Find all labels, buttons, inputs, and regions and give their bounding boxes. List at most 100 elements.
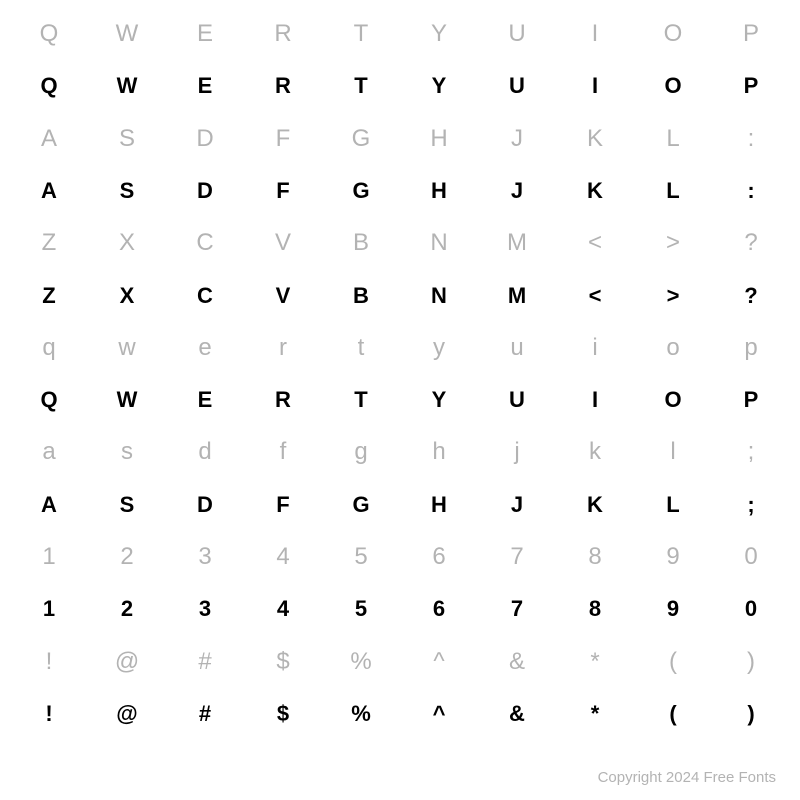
glyph-cell: S <box>88 113 166 165</box>
glyph-cell: 0 <box>712 531 790 583</box>
glyph-cell: < <box>556 217 634 269</box>
glyph-cell: C <box>166 269 244 321</box>
glyph-cell: $ <box>244 635 322 687</box>
glyph-cell: 5 <box>322 531 400 583</box>
glyph-cell: Y <box>400 374 478 426</box>
glyph-cell: 4 <box>244 583 322 635</box>
glyph-cell: U <box>478 8 556 60</box>
glyph-cell: X <box>88 269 166 321</box>
glyph-cell: F <box>244 113 322 165</box>
glyph-cell: 2 <box>88 583 166 635</box>
glyph-cell: 1 <box>10 583 88 635</box>
glyph-cell: > <box>634 269 712 321</box>
glyph-cell: N <box>400 217 478 269</box>
glyph-cell: % <box>322 688 400 740</box>
glyph-cell: > <box>634 217 712 269</box>
glyph-cell: 8 <box>556 583 634 635</box>
glyph-cell: Z <box>10 269 88 321</box>
glyph-cell: E <box>166 60 244 112</box>
glyph-cell: g <box>322 426 400 478</box>
glyph-cell: 1 <box>10 531 88 583</box>
glyph-cell: ; <box>712 479 790 531</box>
glyph-cell: ^ <box>400 688 478 740</box>
glyph-cell: u <box>478 322 556 374</box>
glyph-cell: G <box>322 165 400 217</box>
glyph-cell: U <box>478 60 556 112</box>
glyph-cell: o <box>634 322 712 374</box>
glyph-cell: @ <box>88 635 166 687</box>
glyph-cell: 9 <box>634 583 712 635</box>
glyph-cell: ( <box>634 688 712 740</box>
glyph-cell: ? <box>712 217 790 269</box>
glyph-cell: # <box>166 688 244 740</box>
glyph-cell: V <box>244 269 322 321</box>
glyph-cell: G <box>322 113 400 165</box>
glyph-cell: 3 <box>166 531 244 583</box>
glyph-cell: C <box>166 217 244 269</box>
glyph-cell: X <box>88 217 166 269</box>
glyph-cell: & <box>478 688 556 740</box>
glyph-cell: Q <box>10 374 88 426</box>
glyph-cell: K <box>556 113 634 165</box>
glyph-cell: Q <box>10 8 88 60</box>
glyph-cell: A <box>10 479 88 531</box>
glyph-cell: J <box>478 113 556 165</box>
glyph-cell: 6 <box>400 531 478 583</box>
glyph-cell: Q <box>10 60 88 112</box>
glyph-cell: ! <box>10 688 88 740</box>
glyph-cell: K <box>556 165 634 217</box>
glyph-cell: 9 <box>634 531 712 583</box>
glyph-cell: P <box>712 374 790 426</box>
glyph-cell: E <box>166 374 244 426</box>
glyph-cell: r <box>244 322 322 374</box>
glyph-cell: ) <box>712 688 790 740</box>
glyph-cell: R <box>244 60 322 112</box>
glyph-cell: W <box>88 60 166 112</box>
glyph-cell: j <box>478 426 556 478</box>
glyph-cell: P <box>712 60 790 112</box>
glyph-cell: W <box>88 374 166 426</box>
glyph-cell: W <box>88 8 166 60</box>
glyph-cell: l <box>634 426 712 478</box>
glyph-cell: a <box>10 426 88 478</box>
glyph-cell: 6 <box>400 583 478 635</box>
glyph-cell: y <box>400 322 478 374</box>
glyph-cell: U <box>478 374 556 426</box>
glyph-cell: K <box>556 479 634 531</box>
glyph-cell: A <box>10 113 88 165</box>
glyph-cell: M <box>478 217 556 269</box>
glyph-cell: R <box>244 8 322 60</box>
glyph-cell: T <box>322 8 400 60</box>
glyph-cell: L <box>634 113 712 165</box>
glyph-cell: D <box>166 113 244 165</box>
copyright-text: Copyright 2024 Free Fonts <box>598 769 776 786</box>
glyph-cell: L <box>634 479 712 531</box>
glyph-cell: * <box>556 635 634 687</box>
glyph-cell: ! <box>10 635 88 687</box>
glyph-cell: @ <box>88 688 166 740</box>
glyph-cell: 7 <box>478 531 556 583</box>
glyph-cell: F <box>244 479 322 531</box>
glyph-cell: 3 <box>166 583 244 635</box>
glyph-cell: ( <box>634 635 712 687</box>
glyph-cell: & <box>478 635 556 687</box>
glyph-cell: H <box>400 479 478 531</box>
glyph-cell: G <box>322 479 400 531</box>
glyph-cell: A <box>10 165 88 217</box>
glyph-cell: ) <box>712 635 790 687</box>
glyph-cell: F <box>244 165 322 217</box>
glyph-cell: d <box>166 426 244 478</box>
character-map-grid: QWERTYUIOPQWERTYUIOPASDFGHJKL:ASDFGHJKL:… <box>0 0 800 740</box>
glyph-cell: f <box>244 426 322 478</box>
glyph-cell: I <box>556 8 634 60</box>
glyph-cell: h <box>400 426 478 478</box>
glyph-cell: 4 <box>244 531 322 583</box>
glyph-cell: : <box>712 113 790 165</box>
glyph-cell: p <box>712 322 790 374</box>
glyph-cell: $ <box>244 688 322 740</box>
glyph-cell: J <box>478 479 556 531</box>
glyph-cell: T <box>322 60 400 112</box>
glyph-cell: ; <box>712 426 790 478</box>
glyph-cell: % <box>322 635 400 687</box>
glyph-cell: ^ <box>400 635 478 687</box>
